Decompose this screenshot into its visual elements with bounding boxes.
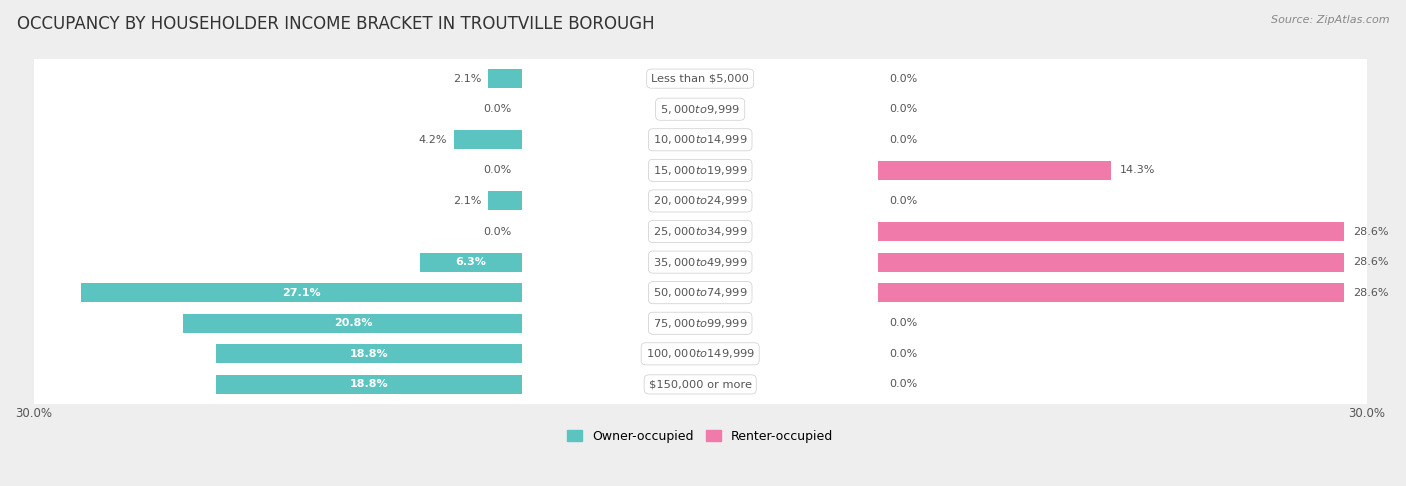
Text: 0.0%: 0.0% — [484, 165, 512, 175]
FancyBboxPatch shape — [27, 177, 1374, 225]
Bar — [488, 69, 523, 88]
Text: $150,000 or more: $150,000 or more — [648, 380, 752, 389]
Text: $25,000 to $34,999: $25,000 to $34,999 — [652, 225, 748, 238]
Text: 0.0%: 0.0% — [484, 104, 512, 114]
FancyBboxPatch shape — [27, 55, 1374, 102]
Bar — [80, 283, 523, 302]
Legend: Owner-occupied, Renter-occupied: Owner-occupied, Renter-occupied — [567, 430, 834, 443]
Text: $35,000 to $49,999: $35,000 to $49,999 — [652, 256, 748, 269]
Text: OCCUPANCY BY HOUSEHOLDER INCOME BRACKET IN TROUTVILLE BOROUGH: OCCUPANCY BY HOUSEHOLDER INCOME BRACKET … — [17, 15, 655, 33]
Bar — [488, 191, 523, 210]
Text: $10,000 to $14,999: $10,000 to $14,999 — [652, 133, 748, 146]
Text: 20.8%: 20.8% — [333, 318, 373, 328]
Bar — [217, 375, 523, 394]
Text: 0.0%: 0.0% — [889, 73, 917, 84]
Text: 14.3%: 14.3% — [1121, 165, 1156, 175]
Text: $75,000 to $99,999: $75,000 to $99,999 — [652, 317, 748, 330]
FancyBboxPatch shape — [27, 239, 1374, 286]
Text: Source: ZipAtlas.com: Source: ZipAtlas.com — [1271, 15, 1389, 25]
Text: 2.1%: 2.1% — [453, 73, 481, 84]
Text: 27.1%: 27.1% — [283, 288, 321, 298]
Text: $15,000 to $19,999: $15,000 to $19,999 — [652, 164, 748, 177]
FancyBboxPatch shape — [27, 86, 1374, 133]
Text: 0.0%: 0.0% — [889, 104, 917, 114]
Text: $5,000 to $9,999: $5,000 to $9,999 — [661, 103, 740, 116]
Text: 18.8%: 18.8% — [350, 349, 388, 359]
Bar — [877, 161, 1111, 180]
Bar — [454, 130, 523, 149]
Text: 2.1%: 2.1% — [453, 196, 481, 206]
Text: 0.0%: 0.0% — [889, 318, 917, 328]
FancyBboxPatch shape — [27, 208, 1374, 255]
Text: 4.2%: 4.2% — [419, 135, 447, 145]
FancyBboxPatch shape — [27, 300, 1374, 347]
FancyBboxPatch shape — [27, 147, 1374, 194]
Text: 0.0%: 0.0% — [484, 226, 512, 237]
Text: 18.8%: 18.8% — [350, 380, 388, 389]
Text: $100,000 to $149,999: $100,000 to $149,999 — [645, 347, 755, 360]
Bar — [420, 253, 523, 272]
Text: Less than $5,000: Less than $5,000 — [651, 73, 749, 84]
Bar — [877, 222, 1344, 241]
Text: 28.6%: 28.6% — [1353, 288, 1389, 298]
Text: $50,000 to $74,999: $50,000 to $74,999 — [652, 286, 748, 299]
Text: 0.0%: 0.0% — [889, 135, 917, 145]
FancyBboxPatch shape — [27, 330, 1374, 378]
Text: 6.3%: 6.3% — [456, 257, 486, 267]
Bar — [183, 314, 523, 333]
Text: 0.0%: 0.0% — [889, 380, 917, 389]
Text: 28.6%: 28.6% — [1353, 257, 1389, 267]
FancyBboxPatch shape — [27, 116, 1374, 163]
Text: 0.0%: 0.0% — [889, 196, 917, 206]
Bar — [877, 283, 1344, 302]
FancyBboxPatch shape — [27, 361, 1374, 408]
Bar — [877, 253, 1344, 272]
Text: 0.0%: 0.0% — [889, 349, 917, 359]
Text: 28.6%: 28.6% — [1353, 226, 1389, 237]
Text: $20,000 to $24,999: $20,000 to $24,999 — [652, 194, 748, 208]
Bar — [217, 345, 523, 364]
FancyBboxPatch shape — [27, 269, 1374, 316]
